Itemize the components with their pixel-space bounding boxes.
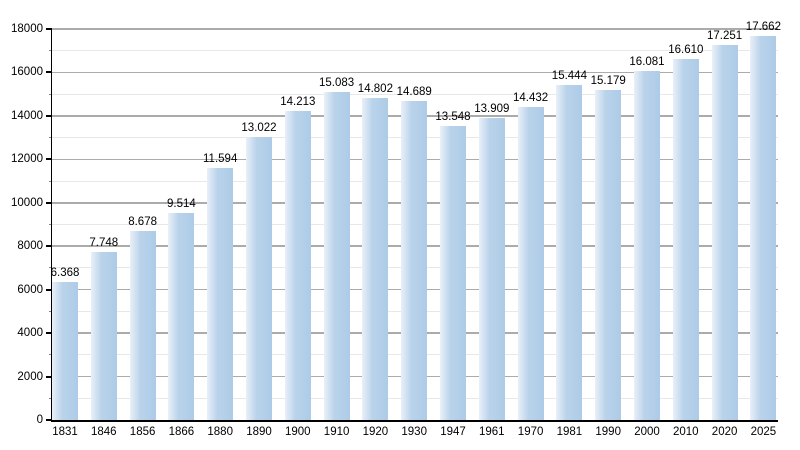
x-axis-tick-label: 1910 — [323, 426, 350, 438]
x-axis-tick-label: 1970 — [517, 426, 544, 438]
bar-value-label: 17.251 — [707, 30, 743, 43]
y-axis-major-tick — [46, 28, 52, 30]
y-axis-major-tick — [46, 419, 52, 421]
major-gridline — [52, 71, 778, 74]
y-axis-tick-label: 18000 — [11, 23, 43, 35]
major-gridline — [52, 28, 778, 30]
bar-value-label: 13.909 — [474, 102, 510, 115]
y-axis-line — [50, 29, 52, 422]
bar-1831 — [52, 281, 78, 420]
bar-1930 — [401, 100, 428, 420]
x-axis-tick-label: 2000 — [634, 426, 660, 438]
bar-value-label: 16.081 — [629, 55, 665, 68]
x-axis-tick-label: 1890 — [246, 426, 272, 438]
bar-1910 — [323, 92, 350, 420]
bar-1880 — [207, 168, 234, 420]
y-axis-tick-label: 0 — [36, 414, 43, 426]
bar-2010 — [672, 59, 699, 420]
y-axis-tick-label: 6000 — [17, 283, 43, 296]
bar-value-label: 15.083 — [319, 77, 355, 90]
bar-value-label: 15.179 — [590, 75, 626, 88]
bar-value-label: 15.444 — [551, 69, 587, 82]
y-axis-major-tick — [46, 375, 52, 378]
x-axis-line — [50, 420, 778, 422]
y-axis-major-tick — [46, 201, 52, 204]
bar-value-label: 14.432 — [513, 91, 549, 104]
bar-1970 — [517, 106, 544, 420]
bar-value-label: 8.678 — [128, 216, 157, 229]
x-axis-tick-label: 1961 — [479, 426, 505, 438]
bar-1900 — [284, 111, 311, 420]
bar-value-label: 14.213 — [280, 96, 316, 109]
bar-1981 — [556, 84, 583, 420]
bar-1890 — [246, 137, 272, 420]
x-axis-tick-label: 2025 — [750, 426, 777, 438]
bar-1866 — [168, 213, 195, 420]
y-axis-major-tick — [46, 71, 52, 74]
y-axis-major-tick — [46, 245, 52, 248]
bar-value-label: 9.514 — [167, 198, 196, 211]
bar-value-label: 13.022 — [241, 122, 277, 135]
bar-value-label: 14.802 — [357, 83, 393, 96]
x-axis-tick-label: 1900 — [285, 426, 311, 438]
bar-2025 — [750, 36, 777, 420]
bar-value-label: 13.548 — [435, 110, 471, 123]
bar-1920 — [362, 98, 389, 420]
bar-value-label: 7.748 — [89, 236, 119, 249]
y-axis-tick-label: 10000 — [11, 196, 43, 209]
y-axis-major-tick — [46, 158, 52, 161]
x-axis-tick-label: 1866 — [168, 426, 195, 438]
x-axis-tick-label: 1981 — [556, 426, 583, 438]
x-axis-tick-label: 1947 — [440, 426, 466, 438]
bar-value-label: 16.610 — [668, 44, 704, 57]
x-axis-tick-label: 1831 — [52, 426, 78, 438]
y-axis-tick-label: 16000 — [11, 66, 43, 79]
y-axis-tick-label: 12000 — [11, 153, 43, 166]
y-axis-major-tick — [46, 288, 52, 291]
x-axis-tick-label: 1846 — [91, 426, 117, 438]
bar-value-label: 17.662 — [745, 21, 781, 34]
bar-value-label: 6.368 — [50, 266, 80, 279]
x-axis-tick-label: 1920 — [362, 426, 389, 438]
bar-2000 — [634, 70, 660, 420]
bar-value-label: 11.594 — [203, 153, 238, 166]
bar-1961 — [478, 117, 505, 420]
bar-1990 — [595, 90, 622, 420]
y-axis-tick-label: 4000 — [17, 327, 43, 340]
bar-value-label: 14.689 — [396, 85, 432, 98]
bar-1846 — [90, 251, 117, 420]
y-axis-tick-label: 14000 — [11, 109, 43, 122]
bar-1856 — [129, 231, 156, 420]
bar-2020 — [711, 45, 738, 420]
y-axis-tick-label: 2000 — [17, 370, 43, 383]
y-axis-major-tick — [46, 332, 52, 335]
x-axis-tick-label: 1856 — [129, 426, 156, 438]
x-axis-tick-label: 2010 — [673, 426, 699, 438]
x-axis-tick-label: 2020 — [711, 426, 738, 438]
y-axis-tick-label: 8000 — [17, 240, 43, 253]
x-axis-tick-label: 1880 — [207, 426, 233, 438]
y-axis-major-tick — [46, 114, 52, 117]
bar-1947 — [440, 125, 466, 420]
x-axis-tick-label: 1930 — [401, 426, 427, 438]
x-axis-tick-label: 1990 — [595, 426, 621, 438]
